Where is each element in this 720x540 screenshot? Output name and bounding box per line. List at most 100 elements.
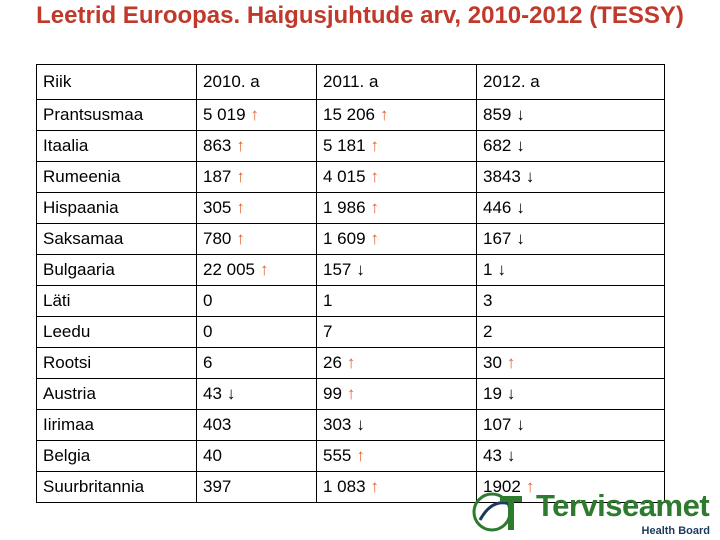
case-count: 682 — [483, 136, 512, 155]
country-cell: Itaalia — [36, 130, 197, 162]
cases-cell: 26 ↑ — [316, 347, 477, 379]
cases-cell: 1 986 ↑ — [316, 192, 477, 224]
case-count: 99 — [323, 384, 342, 403]
cases-cell: 107 ↓ — [476, 409, 665, 441]
country-cell: Rootsi — [36, 347, 197, 379]
case-count: 1 986 — [323, 198, 366, 217]
case-count: 4 015 — [323, 167, 366, 186]
cases-cell: 403 — [196, 409, 317, 441]
cases-cell: 7 — [316, 316, 477, 348]
arrow-down-icon: ↓ — [516, 229, 525, 248]
table-row: Läti 0 1 3 — [36, 285, 665, 317]
case-count: 5 181 — [323, 136, 366, 155]
case-count: 107 — [483, 415, 512, 434]
arrow-up-icon: ↑ — [236, 136, 245, 155]
cases-cell: 4 015 ↑ — [316, 161, 477, 193]
table-row: Itaalia 863 ↑ 5 181 ↑ 682 ↓ — [36, 130, 665, 162]
logo-name: Terviseamet — [536, 488, 710, 523]
arrow-up-icon: ↑ — [380, 105, 389, 124]
arrow-down-icon: ↓ — [516, 415, 525, 434]
case-count: 0 — [203, 322, 213, 341]
country-cell: Suurbritannia — [36, 471, 197, 503]
cases-cell: 99 ↑ — [316, 378, 477, 410]
arrow-up-icon: ↑ — [525, 477, 535, 496]
cases-cell: 6 — [196, 347, 317, 379]
case-count: 187 — [203, 167, 232, 186]
country-cell: Rumeenia — [36, 161, 197, 193]
header-cell-2010: 2010. a — [196, 64, 317, 100]
case-count: 2 — [483, 322, 493, 341]
cases-cell: 5 181 ↑ — [316, 130, 477, 162]
case-count: 157 — [323, 260, 352, 279]
case-count: 1 083 — [323, 477, 366, 496]
arrow-down-icon: ↓ — [356, 415, 365, 434]
cases-cell: 22 005 ↑ — [196, 254, 317, 286]
case-count: 15 206 — [323, 105, 375, 124]
arrow-down-icon: ↓ — [516, 136, 525, 155]
arrow-up-icon: ↑ — [236, 198, 245, 217]
arrow-up-icon: ↑ — [236, 229, 245, 248]
cases-cell: 19 ↓ — [476, 378, 665, 410]
cases-cell: 859 ↓ — [476, 99, 665, 131]
table-row: Suurbritannia 397 1 083 ↑ 1902 ↑ — [36, 471, 665, 503]
case-count: 780 — [203, 229, 232, 248]
arrow-up-icon: ↑ — [346, 384, 356, 403]
case-count: 1 — [323, 291, 333, 310]
case-count: 43 — [203, 384, 222, 403]
arrow-up-icon: ↑ — [346, 353, 356, 372]
country-cell: Hispaania — [36, 192, 197, 224]
case-count: 863 — [203, 136, 232, 155]
cases-cell: 303 ↓ — [316, 409, 477, 441]
case-count: 26 — [323, 353, 342, 372]
arrow-up-icon: ↑ — [370, 229, 380, 248]
page-title: Leetrid Euroopas. Haigusjuhtude arv, 201… — [36, 2, 684, 29]
case-count: 403 — [203, 415, 232, 434]
table-row: Rumeenia 187 ↑ 4 015 ↑ 3843 ↓ — [36, 161, 665, 193]
arrow-down-icon: ↓ — [525, 167, 535, 186]
case-count: 6 — [203, 353, 213, 372]
case-count: 40 — [203, 446, 222, 465]
country-cell: Austria — [36, 378, 197, 410]
case-count: 1 609 — [323, 229, 366, 248]
case-count: 446 — [483, 198, 512, 217]
cases-table: Riik 2010. a 2011. a 2012. a Prantsusmaa… — [36, 64, 665, 503]
case-count: 0 — [203, 291, 213, 310]
cases-cell: 3 — [476, 285, 665, 317]
header-cell-country: Riik — [36, 64, 197, 100]
case-count: 30 — [483, 353, 502, 372]
case-count: 1902 — [483, 477, 521, 496]
cases-cell: 15 206 ↑ — [316, 99, 477, 131]
arrow-up-icon: ↑ — [370, 167, 380, 186]
cases-cell: 1 — [316, 285, 477, 317]
table-row: Rootsi 6 26 ↑ 30 ↑ — [36, 347, 665, 379]
table-row: Iirimaa 403 303 ↓ 107 ↓ — [36, 409, 665, 441]
cases-cell: 0 — [196, 285, 317, 317]
table-row: Hispaania 305 ↑ 1 986 ↑ 446 ↓ — [36, 192, 665, 224]
arrow-down-icon: ↓ — [497, 260, 506, 279]
table-body: Riik 2010. a 2011. a 2012. a Prantsusmaa… — [36, 64, 665, 503]
arrow-up-icon: ↑ — [370, 477, 380, 496]
cases-cell: 157 ↓ — [316, 254, 477, 286]
arrow-up-icon: ↑ — [236, 167, 245, 186]
case-count: 19 — [483, 384, 502, 403]
arrow-up-icon: ↑ — [250, 105, 260, 124]
arrow-down-icon: ↓ — [516, 198, 525, 217]
table-row: Bulgaaria 22 005 ↑ 157 ↓ 1 ↓ — [36, 254, 665, 286]
case-count: 5 019 — [203, 105, 246, 124]
cases-cell: 1 ↓ — [476, 254, 665, 286]
arrow-down-icon: ↓ — [506, 446, 516, 465]
country-cell: Leedu — [36, 316, 197, 348]
case-count: 859 — [483, 105, 512, 124]
terviseamet-logo: Terviseamet Health Board — [470, 488, 716, 537]
table-row: Austria 43 ↓ 99 ↑ 19 ↓ — [36, 378, 665, 410]
cases-cell: 1 609 ↑ — [316, 223, 477, 255]
cases-cell: 2 — [476, 316, 665, 348]
table-header-row: Riik 2010. a 2011. a 2012. a — [36, 64, 665, 100]
country-cell: Bulgaaria — [36, 254, 197, 286]
case-count: 3 — [483, 291, 493, 310]
arrow-up-icon: ↑ — [370, 198, 380, 217]
case-count: 167 — [483, 229, 512, 248]
header-cell-2012: 2012. a — [476, 64, 665, 100]
table-row: Saksamaa 780 ↑ 1 609 ↑ 167 ↓ — [36, 223, 665, 255]
country-cell: Läti — [36, 285, 197, 317]
